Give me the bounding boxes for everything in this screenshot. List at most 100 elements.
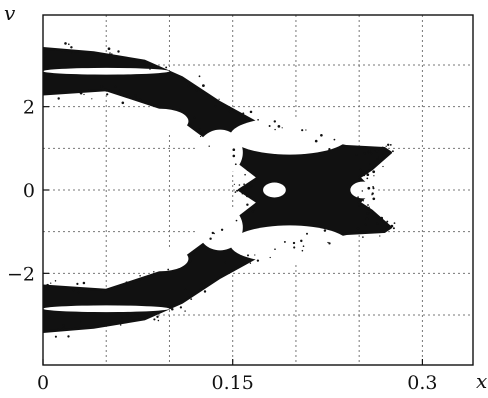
stray-point <box>80 320 82 323</box>
stray-point <box>366 173 370 177</box>
stray-point <box>121 317 123 319</box>
stray-point <box>320 133 323 137</box>
stray-point <box>54 280 57 282</box>
stray-point <box>389 143 392 146</box>
stray-point <box>224 261 227 264</box>
stray-point <box>38 331 39 332</box>
island-hole-9 <box>43 305 170 313</box>
stray-point <box>197 129 200 132</box>
island-hole-3 <box>132 246 189 272</box>
stray-point <box>257 118 259 121</box>
stray-point <box>98 60 100 62</box>
stray-point <box>358 205 361 207</box>
stray-point <box>184 310 186 312</box>
stray-point <box>302 245 305 247</box>
stray-point <box>333 138 336 141</box>
stray-point <box>100 85 104 88</box>
stray-point <box>109 52 111 54</box>
stray-point <box>274 248 276 250</box>
stray-point <box>392 227 395 230</box>
stray-point <box>72 289 75 292</box>
stray-point <box>50 282 52 284</box>
stray-point <box>368 212 370 214</box>
stray-point <box>386 220 389 223</box>
stray-point <box>243 262 247 265</box>
stray-point <box>300 239 303 243</box>
stray-point <box>139 274 141 277</box>
stray-point <box>187 84 190 88</box>
stray-point <box>367 186 371 190</box>
stray-point <box>372 187 375 190</box>
island-hole-6 <box>263 182 286 198</box>
stray-point <box>220 228 224 231</box>
island-hole-8 <box>43 67 170 75</box>
stray-point <box>70 51 73 54</box>
stray-point <box>35 55 37 57</box>
x-tick-label-0: 0 <box>37 372 49 394</box>
stray-point <box>273 120 277 123</box>
stray-point <box>38 297 41 300</box>
stray-point <box>306 232 308 235</box>
stray-point <box>277 125 281 128</box>
stray-point <box>241 193 244 195</box>
stray-point <box>368 206 370 208</box>
stray-point <box>242 112 245 115</box>
stray-point <box>234 163 237 166</box>
stray-point <box>214 105 217 108</box>
stray-point <box>68 50 71 52</box>
stray-point <box>379 235 381 237</box>
stray-point <box>190 298 193 300</box>
stray-point <box>184 288 187 291</box>
stray-point <box>118 320 121 322</box>
stray-point <box>156 315 159 318</box>
stray-point <box>76 282 79 285</box>
stray-point <box>246 165 248 167</box>
stray-point <box>256 259 260 262</box>
stray-point <box>368 150 371 153</box>
stray-point <box>218 98 220 100</box>
stray-point <box>376 157 379 161</box>
stray-point <box>393 222 396 224</box>
stray-point <box>57 328 60 331</box>
stray-point <box>245 186 248 189</box>
stray-point <box>194 87 197 90</box>
stray-point <box>203 290 207 293</box>
stray-point <box>179 306 183 309</box>
stray-point <box>57 97 60 100</box>
stray-point <box>198 75 201 78</box>
stray-point <box>314 139 318 143</box>
island-hole-5 <box>197 204 243 251</box>
stray-point <box>249 110 253 114</box>
stray-point <box>232 148 236 152</box>
stray-point <box>67 335 70 338</box>
stray-point <box>68 43 70 45</box>
stray-point <box>235 219 238 222</box>
stray-point <box>246 169 249 171</box>
point-cloud <box>35 42 396 338</box>
stray-point <box>149 68 151 70</box>
stray-point <box>386 227 390 231</box>
stray-point <box>382 165 384 168</box>
stray-point <box>199 282 203 286</box>
stray-point <box>370 152 373 155</box>
stray-point <box>106 93 109 96</box>
stray-point <box>362 236 364 238</box>
y-tick-label-1: 0 <box>23 180 35 202</box>
ticks: 0 0.15 0.3 2 0 −2 <box>7 97 438 394</box>
stray-point <box>83 93 85 96</box>
stray-point <box>198 127 201 130</box>
stray-point <box>193 116 196 119</box>
stray-point <box>374 160 376 162</box>
stray-point <box>46 283 49 287</box>
stray-point <box>176 74 179 77</box>
stray-point <box>363 152 366 155</box>
stray-point <box>137 314 139 317</box>
stray-point <box>328 148 331 151</box>
stray-point <box>250 184 253 187</box>
island-hole-2 <box>132 108 189 134</box>
stray-point <box>254 254 256 256</box>
stray-point <box>54 335 57 338</box>
stray-point <box>40 51 43 54</box>
stray-point <box>382 153 384 155</box>
stray-point <box>40 96 41 97</box>
